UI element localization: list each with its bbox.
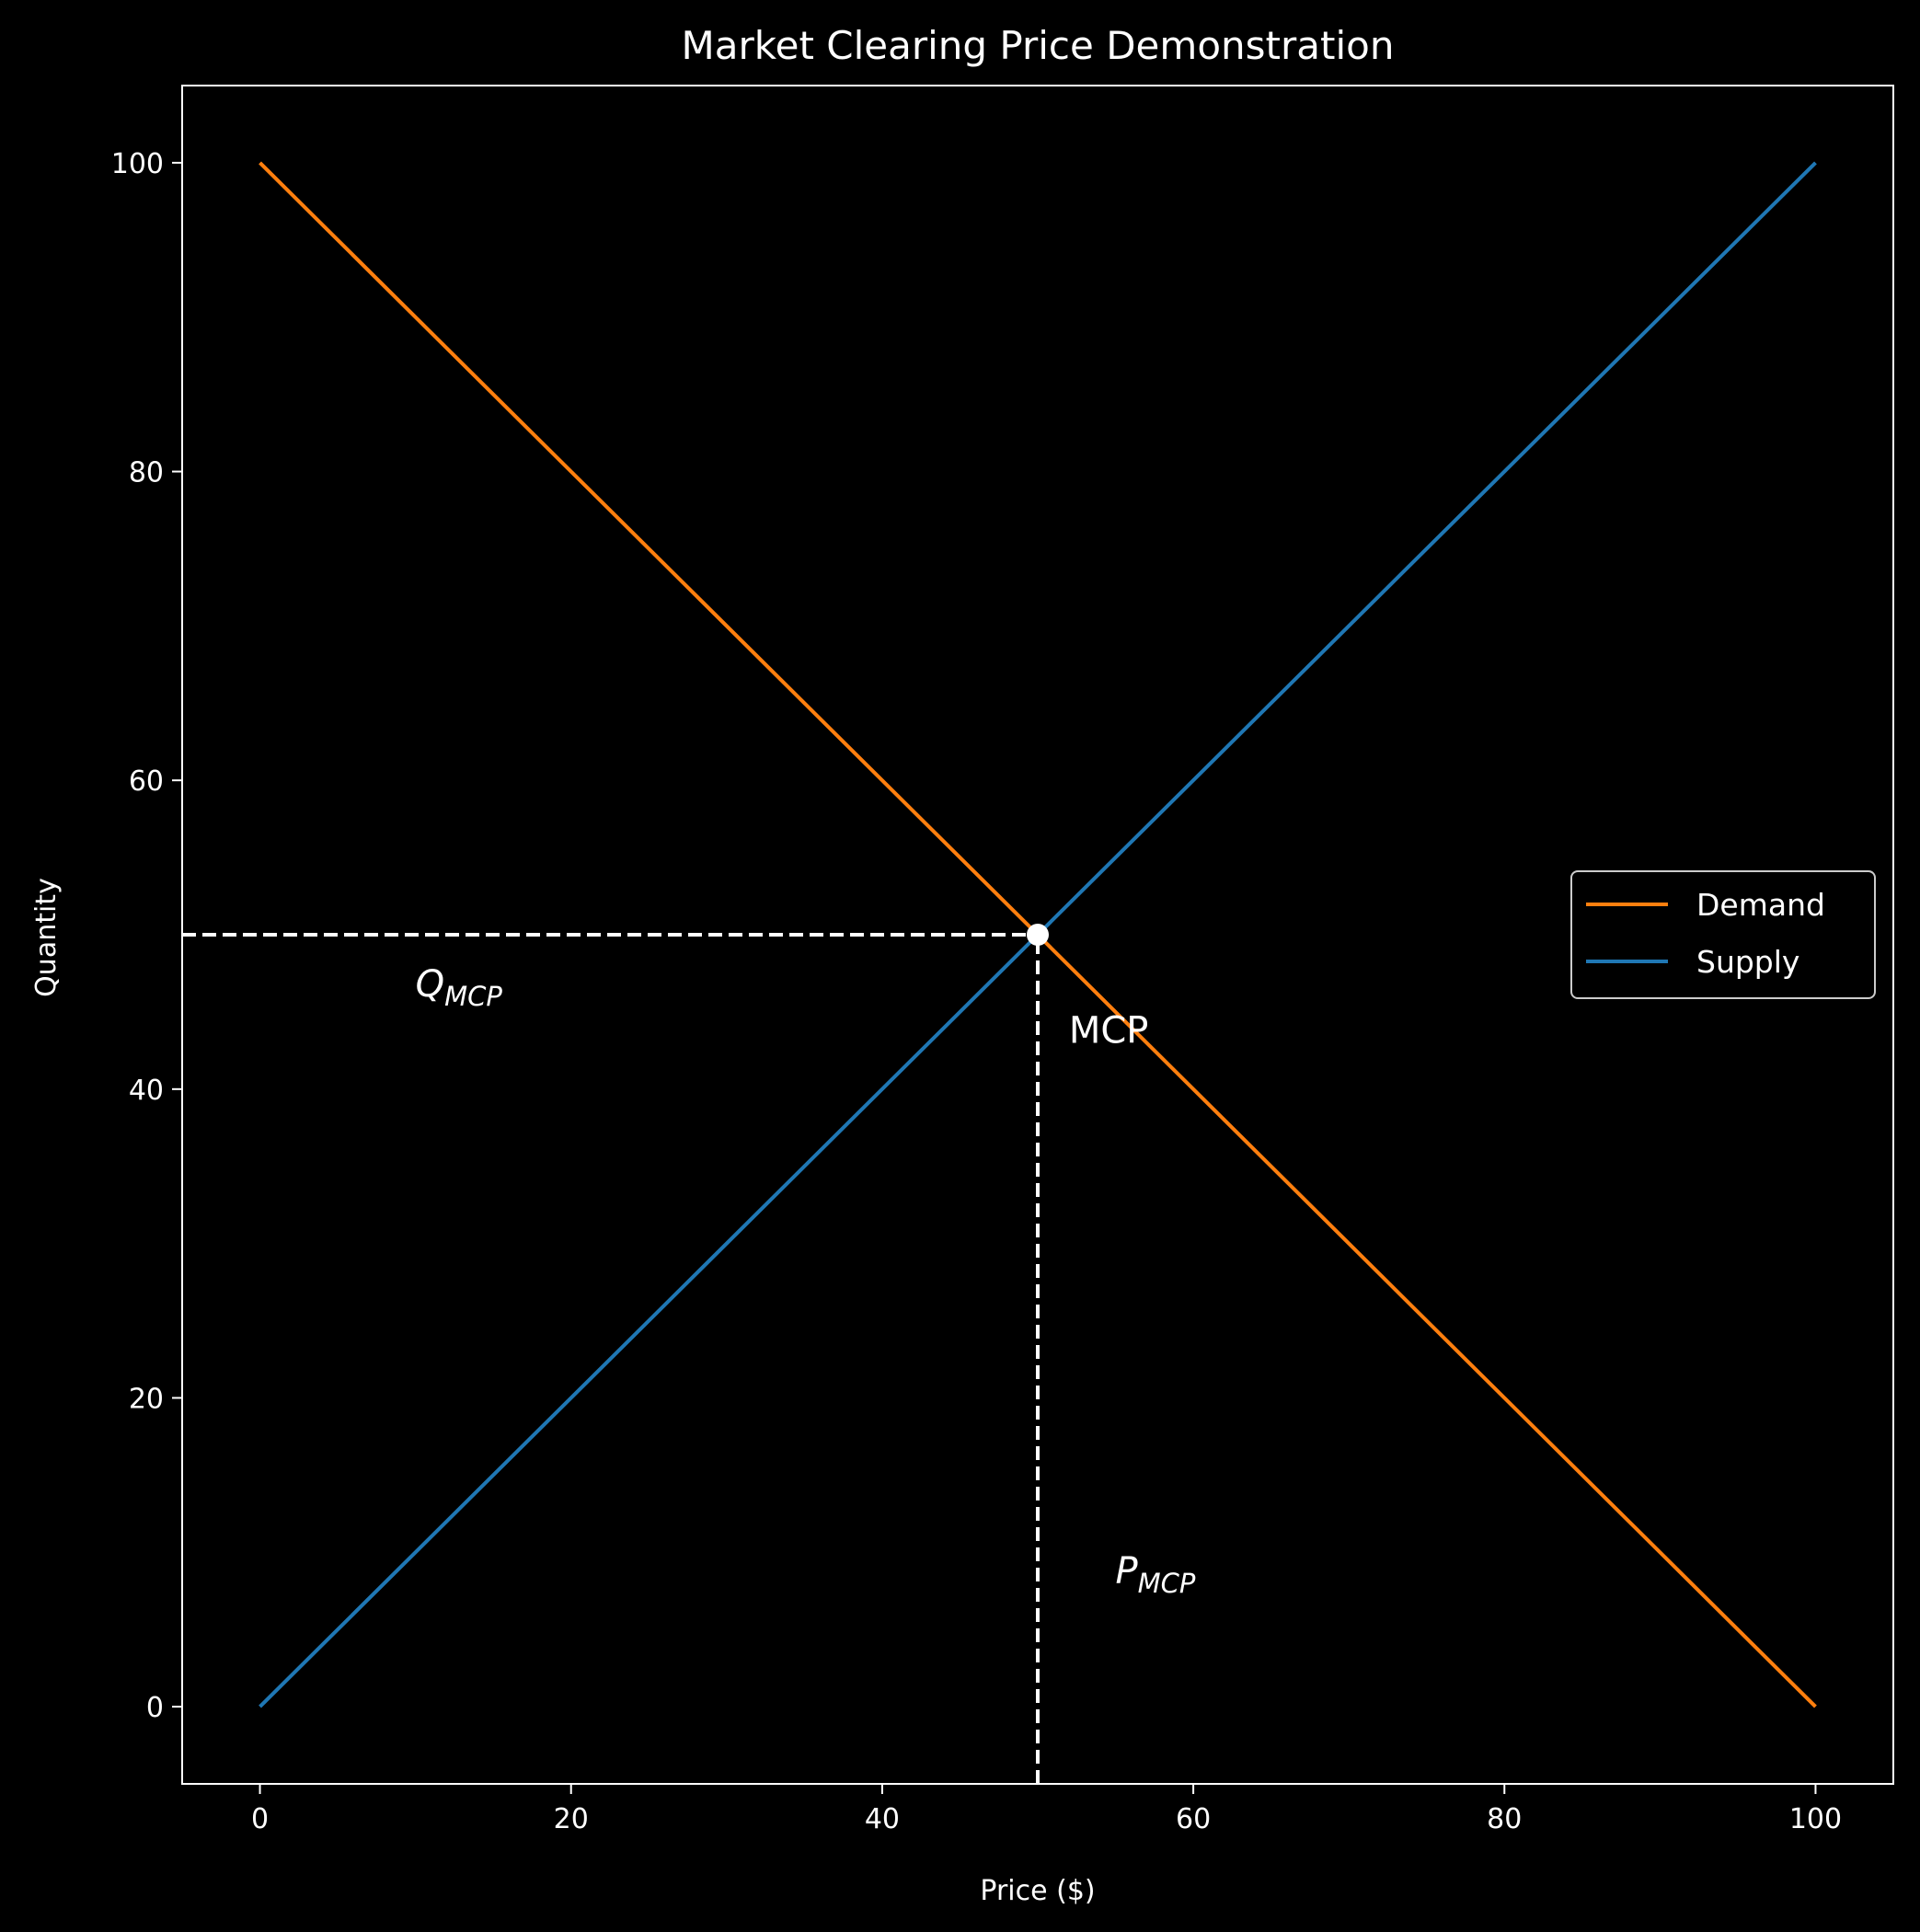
x-axis-label: Price ($) [980,1875,1095,1907]
q_mcp-annotation-main: Q [416,963,444,1006]
legend: Demand Supply [1570,870,1876,999]
p_mcp-annotation: PMCP [1116,1550,1196,1599]
legend-label-demand: Demand [1696,887,1825,923]
x-tick-label-0: 0 [251,1803,269,1835]
y-tick-label-20: 20 [129,1383,164,1415]
equilibrium-point [1027,924,1049,946]
p_mcp-annotation-main: P [1116,1550,1139,1593]
equilibrium-marker [1027,924,1049,946]
q_mcp-annotation-subscript: MCP [444,981,502,1012]
y-tick-label-0: 0 [146,1692,164,1724]
reference-lines [182,933,1040,1784]
legend-label-supply: Supply [1696,944,1799,980]
x-tick-label-60: 60 [1176,1803,1211,1835]
y-tick-label-40: 40 [129,1075,164,1107]
y-axis-label: Quantity [30,878,63,997]
plot-frame [181,85,1894,1785]
x-tick-label-100: 100 [1789,1803,1842,1835]
y-tick-label-100: 100 [111,148,164,180]
mcp-annotation: MCP [1069,1009,1149,1052]
y-tick-label-80: 80 [129,457,164,489]
x-tick-label-40: 40 [865,1803,900,1835]
chart-title: Market Clearing Price Demonstration [682,23,1395,68]
y-tick-label-60: 60 [129,765,164,798]
x-tick-label-80: 80 [1487,1803,1522,1835]
p_mcp-annotation-subscript: MCP [1138,1568,1196,1599]
axes: 0 20 40 60 80 100 0 20 40 60 80 100 [111,85,1894,1835]
x-tick-label-20: 20 [554,1803,589,1835]
q_mcp-annotation: QMCP [416,963,503,1012]
